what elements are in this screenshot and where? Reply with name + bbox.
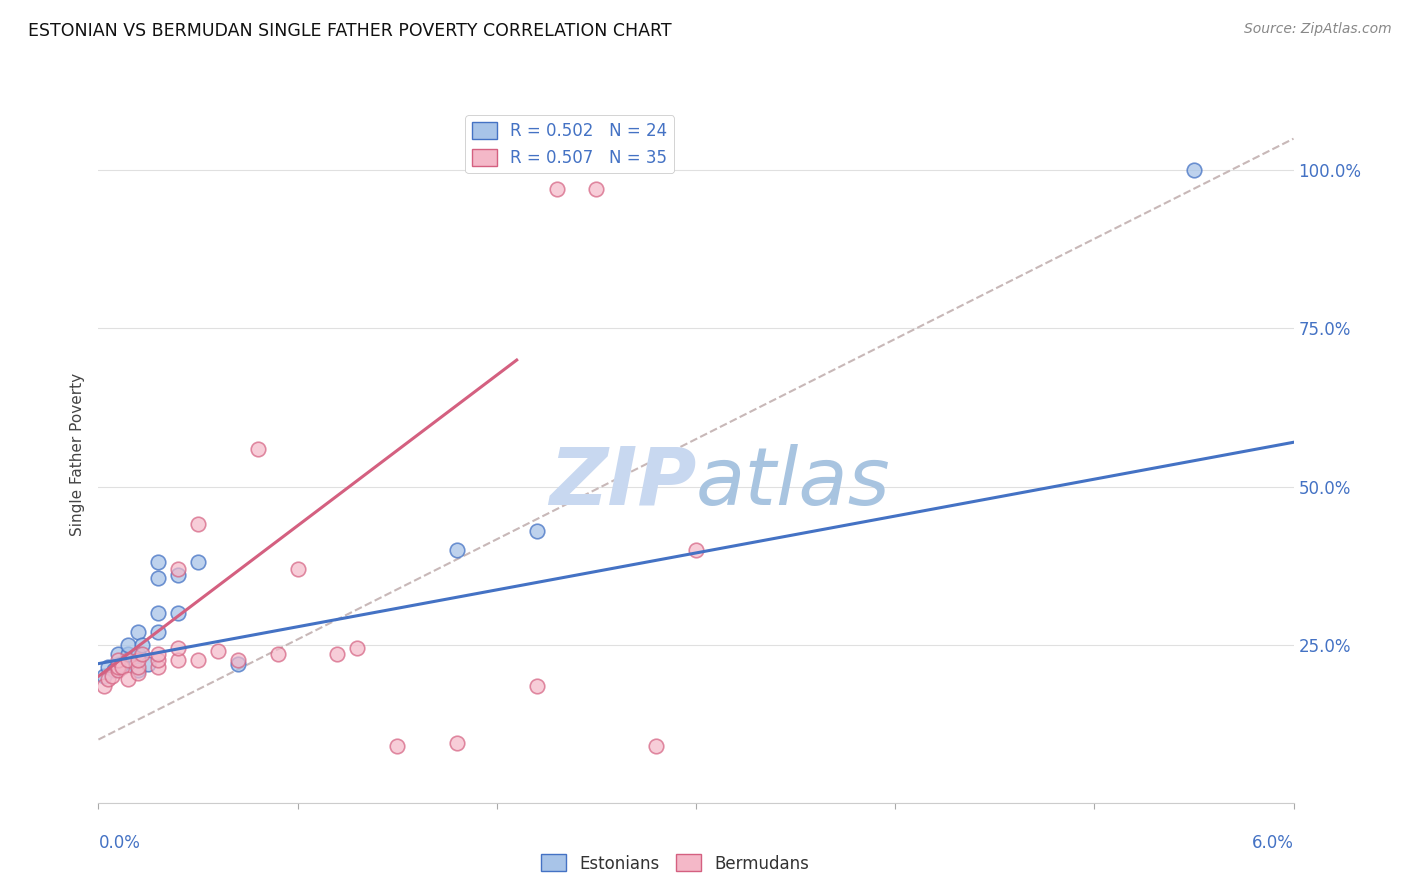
Point bbox=[127, 660, 149, 674]
Point bbox=[107, 653, 129, 667]
Text: 0.0%: 0.0% bbox=[98, 834, 141, 852]
Point bbox=[226, 657, 249, 671]
Point bbox=[107, 657, 129, 671]
Point bbox=[107, 647, 129, 661]
Point bbox=[127, 653, 149, 667]
Point bbox=[267, 647, 290, 661]
Point bbox=[111, 657, 134, 671]
Point bbox=[326, 647, 349, 661]
Legend: Estonians, Bermudans: Estonians, Bermudans bbox=[534, 847, 815, 880]
Point bbox=[148, 647, 170, 661]
Text: atlas: atlas bbox=[696, 443, 891, 522]
Point bbox=[107, 663, 129, 677]
Point bbox=[117, 638, 139, 652]
Point bbox=[226, 653, 249, 667]
Point bbox=[585, 182, 607, 196]
Text: ZIP: ZIP bbox=[548, 443, 696, 522]
Point bbox=[207, 644, 229, 658]
Legend: R = 0.502   N = 24, R = 0.507   N = 35: R = 0.502 N = 24, R = 0.507 N = 35 bbox=[465, 115, 673, 173]
Point bbox=[685, 542, 707, 557]
Point bbox=[167, 568, 190, 582]
Point bbox=[127, 663, 149, 677]
Point bbox=[167, 640, 190, 655]
Text: 6.0%: 6.0% bbox=[1251, 834, 1294, 852]
Point bbox=[131, 638, 153, 652]
Point bbox=[287, 562, 309, 576]
Point bbox=[127, 625, 149, 640]
Point bbox=[136, 657, 159, 671]
Point bbox=[148, 625, 170, 640]
Point bbox=[246, 442, 269, 456]
Point bbox=[97, 673, 120, 687]
Point bbox=[1182, 163, 1205, 178]
Point bbox=[446, 736, 468, 750]
Point bbox=[167, 606, 190, 620]
Point bbox=[111, 660, 134, 674]
Point bbox=[148, 606, 170, 620]
Point bbox=[97, 660, 120, 674]
Point bbox=[187, 653, 209, 667]
Point bbox=[148, 571, 170, 585]
Point bbox=[526, 524, 548, 538]
Point bbox=[148, 660, 170, 674]
Point bbox=[131, 647, 153, 661]
Y-axis label: Single Father Poverty: Single Father Poverty bbox=[70, 374, 86, 536]
Point bbox=[117, 647, 139, 661]
Point bbox=[148, 653, 170, 667]
Point bbox=[93, 669, 115, 683]
Point bbox=[167, 562, 190, 576]
Point bbox=[127, 666, 149, 681]
Point bbox=[187, 517, 209, 532]
Text: ESTONIAN VS BERMUDAN SINGLE FATHER POVERTY CORRELATION CHART: ESTONIAN VS BERMUDAN SINGLE FATHER POVER… bbox=[28, 22, 672, 40]
Point bbox=[346, 640, 368, 655]
Point bbox=[167, 653, 190, 667]
Point bbox=[187, 556, 209, 570]
Point bbox=[446, 542, 468, 557]
Point bbox=[148, 556, 170, 570]
Point bbox=[103, 663, 125, 677]
Point bbox=[127, 647, 149, 661]
Point bbox=[93, 679, 115, 693]
Point bbox=[101, 669, 124, 683]
Point bbox=[117, 673, 139, 687]
Point bbox=[385, 739, 409, 753]
Point bbox=[526, 679, 548, 693]
Point bbox=[645, 739, 668, 753]
Point bbox=[107, 660, 129, 674]
Point bbox=[546, 182, 568, 196]
Text: Source: ZipAtlas.com: Source: ZipAtlas.com bbox=[1244, 22, 1392, 37]
Point bbox=[117, 653, 139, 667]
